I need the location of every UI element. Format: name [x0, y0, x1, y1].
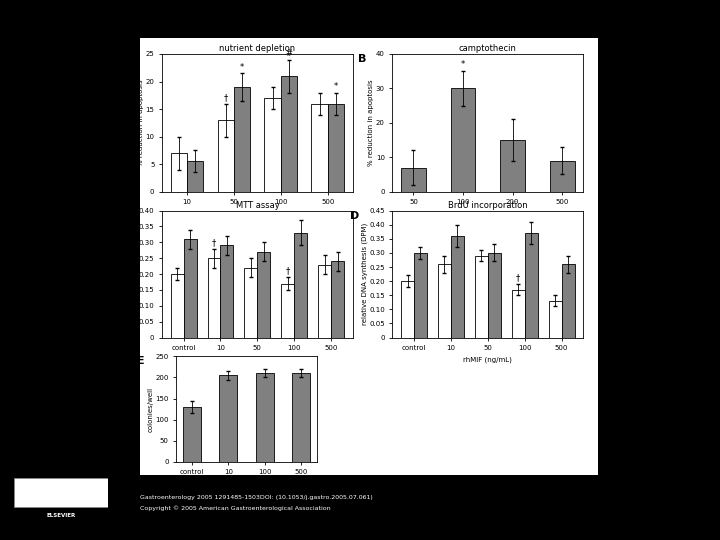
- Bar: [328, 104, 344, 192]
- Bar: [187, 161, 204, 192]
- Text: C: C: [120, 211, 128, 221]
- Bar: [562, 264, 575, 338]
- Bar: [500, 140, 525, 192]
- X-axis label: rhMIF (ng/mL): rhMIF (ng/mL): [233, 211, 282, 218]
- Text: *: *: [240, 63, 244, 72]
- Bar: [318, 265, 331, 338]
- Bar: [220, 246, 233, 338]
- Bar: [171, 153, 187, 192]
- Text: *: *: [461, 60, 465, 70]
- X-axis label: rhMIF (ng/mL): rhMIF (ng/mL): [464, 357, 512, 363]
- Bar: [549, 301, 562, 338]
- Bar: [183, 407, 201, 462]
- Bar: [264, 98, 281, 192]
- Bar: [281, 76, 297, 192]
- Text: Figure 5: Figure 5: [335, 19, 385, 32]
- Bar: [401, 167, 426, 192]
- Text: ELSEVIER: ELSEVIER: [47, 513, 76, 518]
- Text: A: A: [127, 54, 136, 64]
- Text: B: B: [358, 54, 366, 64]
- Bar: [475, 256, 488, 338]
- Bar: [207, 258, 220, 338]
- Bar: [220, 375, 238, 462]
- X-axis label: rhMIF (ng/mL): rhMIF (ng/mL): [233, 357, 282, 363]
- X-axis label: rhMIF (ng/mL): rhMIF (ng/mL): [222, 481, 271, 488]
- Bar: [258, 252, 270, 338]
- Bar: [401, 281, 414, 338]
- Title: nutrient depletion: nutrient depletion: [220, 44, 295, 53]
- Text: †: †: [212, 238, 216, 247]
- Bar: [14, 478, 108, 507]
- Bar: [438, 264, 451, 338]
- Text: D: D: [351, 211, 360, 221]
- Title: camptothecin: camptothecin: [459, 44, 517, 53]
- Bar: [245, 268, 258, 338]
- Title: MTT assay: MTT assay: [235, 201, 279, 210]
- Bar: [234, 87, 251, 192]
- Text: *: *: [334, 82, 338, 91]
- Y-axis label: colonies/well: colonies/well: [148, 387, 154, 431]
- Bar: [331, 261, 344, 338]
- Bar: [512, 289, 525, 338]
- Bar: [550, 161, 575, 192]
- Bar: [184, 239, 197, 338]
- Y-axis label: % reduction in apoptosis: % reduction in apoptosis: [138, 79, 144, 166]
- Bar: [217, 120, 234, 192]
- Text: †: †: [286, 267, 290, 275]
- Text: †: †: [516, 273, 521, 282]
- Bar: [292, 373, 310, 462]
- Text: Gastroenterology 2005 1291485-1503DOI: (10.1053/j.gastro.2005.07.061): Gastroenterology 2005 1291485-1503DOI: (…: [140, 496, 373, 501]
- Y-axis label: relative DNA synthesis (DPM): relative DNA synthesis (DPM): [361, 223, 368, 325]
- Bar: [311, 104, 328, 192]
- Bar: [282, 284, 294, 338]
- Bar: [525, 233, 538, 338]
- Bar: [256, 373, 274, 462]
- Title: BrdU incorporation: BrdU incorporation: [448, 201, 528, 210]
- Bar: [414, 253, 427, 338]
- Bar: [171, 274, 184, 338]
- Y-axis label: % reduction in apoptosis: % reduction in apoptosis: [369, 79, 374, 166]
- Text: Copyright © 2005 American Gastroenterological Association: Copyright © 2005 American Gastroenterolo…: [140, 505, 331, 511]
- Bar: [488, 253, 500, 338]
- Y-axis label: relative cell number (OD): relative cell number (OD): [131, 230, 138, 319]
- Text: E: E: [137, 356, 145, 367]
- Bar: [451, 236, 464, 338]
- Bar: [451, 89, 475, 192]
- Text: †: †: [224, 93, 228, 102]
- X-axis label: rhMIF (ng/mL): rhMIF (ng/mL): [464, 211, 512, 218]
- Bar: [294, 233, 307, 338]
- Text: #: #: [286, 49, 292, 58]
